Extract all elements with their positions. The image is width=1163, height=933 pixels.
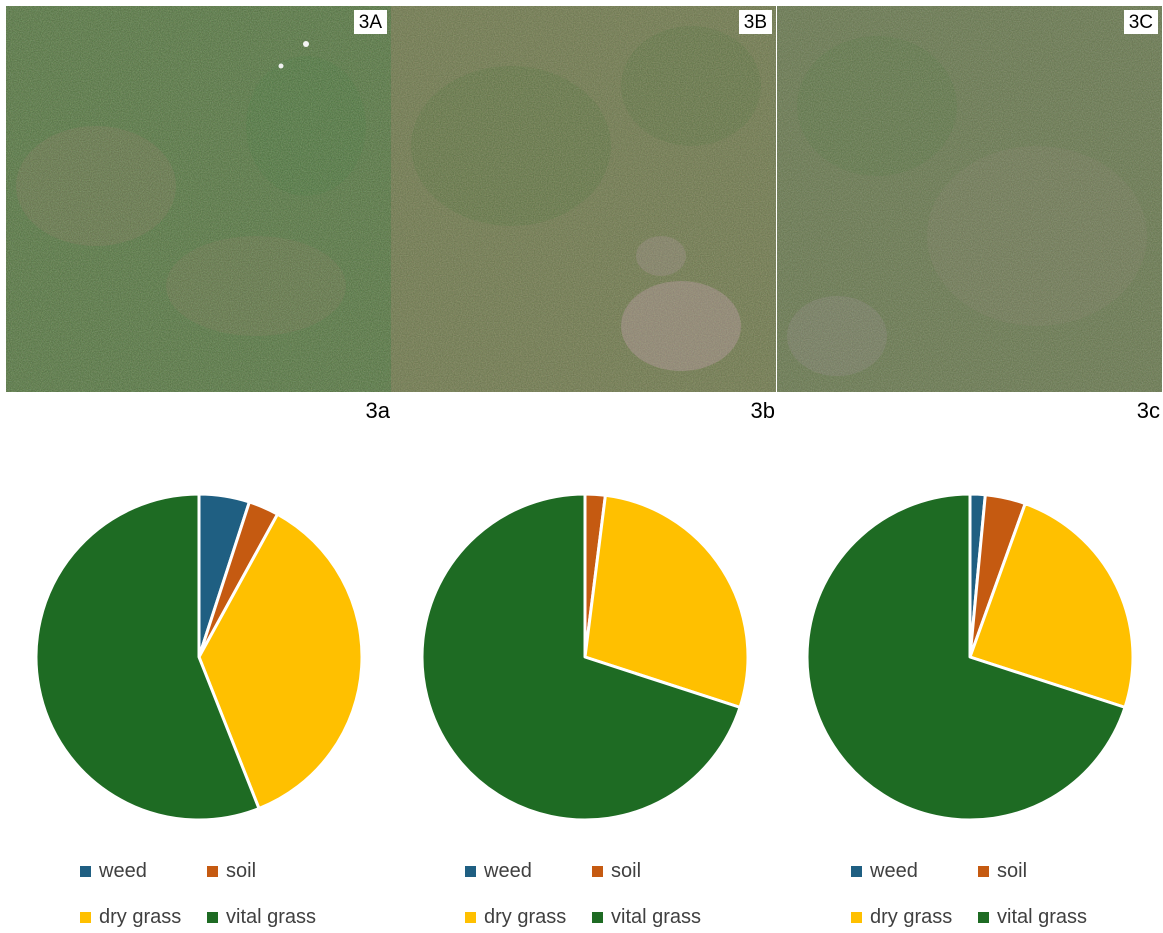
photo-tag-3a: 3A [353, 10, 387, 34]
photo-3c: 3C [777, 6, 1162, 392]
legend-3c: weed soil dry grass vital grass [851, 860, 1151, 930]
photo-3b: 3B [391, 6, 776, 392]
pie-slice-dry-grass [583, 493, 750, 709]
legend-item-soil: soil [592, 860, 641, 883]
legend-label-soil: soil [226, 860, 257, 882]
legend-swatch-weed [80, 866, 91, 877]
photo-tag-3c: 3C [1123, 10, 1158, 34]
legend-label-weed: weed [870, 860, 918, 882]
pie-slice-dry-grass [197, 512, 364, 811]
pie-svg-3c [805, 492, 1135, 822]
legend-item-weed: weed [80, 860, 147, 883]
legend-swatch-vital-grass [207, 912, 218, 923]
legend-label-vital-grass: vital grass [226, 906, 317, 928]
legend-label-vital-grass: vital grass [997, 906, 1088, 928]
pie-slice-vital-grass [805, 492, 1127, 822]
pie-svg-3b [420, 492, 750, 822]
legend-label-weed: weed [99, 860, 147, 882]
legend-3a: weed soil dry grass vital grass [80, 860, 380, 930]
legend-item-vital-grass: vital grass [978, 906, 1087, 929]
grass-photo-3a [6, 6, 391, 392]
pie-chart-3a [32, 490, 366, 824]
legend-item-dry-grass: dry grass [465, 906, 566, 929]
photo-3a: 3A [6, 6, 391, 392]
pie-svg-3a [34, 492, 364, 822]
pie-chart-3b [418, 490, 752, 824]
pie-chart-3c [803, 490, 1137, 824]
pie-slice-vital-grass [34, 492, 261, 822]
grass-photo-3b [391, 6, 776, 392]
legend-item-soil: soil [978, 860, 1027, 883]
pie-slice-vital-grass [420, 492, 742, 822]
photo-tag-3b: 3B [738, 10, 772, 34]
legend-swatch-soil [978, 866, 989, 877]
legend-swatch-vital-grass [592, 912, 603, 923]
legend-label-dry-grass: dry grass [870, 906, 953, 928]
legend-swatch-weed [851, 866, 862, 877]
legend-swatch-vital-grass [978, 912, 989, 923]
grass-photo-3c [777, 6, 1162, 392]
legend-item-dry-grass: dry grass [851, 906, 952, 929]
legend-label-vital-grass: vital grass [611, 906, 702, 928]
legend-label-dry-grass: dry grass [99, 906, 182, 928]
legend-swatch-dry-grass [851, 912, 862, 923]
legend-label-soil: soil [997, 860, 1028, 882]
pie-slice-dry-grass [968, 502, 1135, 709]
legend-item-weed: weed [851, 860, 918, 883]
legend-item-vital-grass: vital grass [592, 906, 701, 929]
caption-3c: 3c [1136, 398, 1160, 423]
legend-3b: weed soil dry grass vital grass [465, 860, 765, 930]
legend-swatch-dry-grass [465, 912, 476, 923]
legend-item-dry-grass: dry grass [80, 906, 181, 929]
legend-label-soil: soil [611, 860, 642, 882]
legend-swatch-soil [592, 866, 603, 877]
legend-item-vital-grass: vital grass [207, 906, 316, 929]
caption-3a: 3a [365, 398, 390, 423]
legend-label-dry-grass: dry grass [484, 906, 567, 928]
legend-label-weed: weed [484, 860, 532, 882]
legend-swatch-weed [465, 866, 476, 877]
legend-swatch-dry-grass [80, 912, 91, 923]
legend-item-soil: soil [207, 860, 256, 883]
legend-item-weed: weed [465, 860, 532, 883]
caption-3b: 3b [750, 398, 775, 423]
legend-swatch-soil [207, 866, 218, 877]
